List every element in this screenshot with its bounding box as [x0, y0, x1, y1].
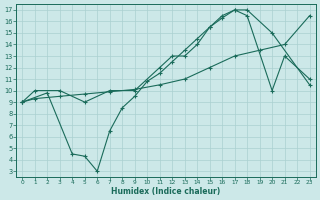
- X-axis label: Humidex (Indice chaleur): Humidex (Indice chaleur): [111, 187, 220, 196]
